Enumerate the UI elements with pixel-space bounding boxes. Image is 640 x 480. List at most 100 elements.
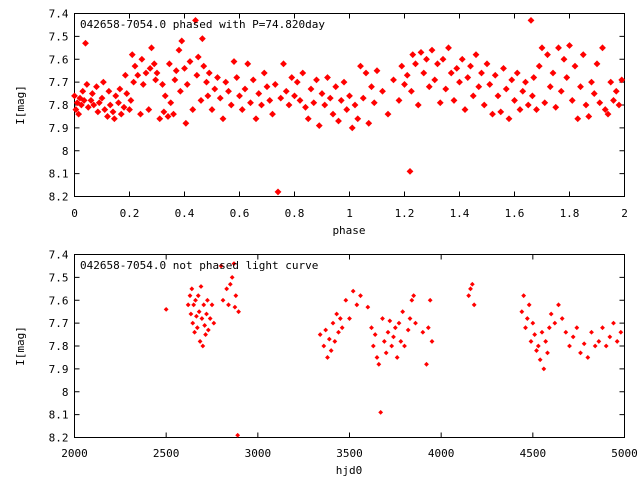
phased-data-point: [348, 124, 356, 132]
phased-data-point: [439, 55, 447, 63]
unphased-data-point: [391, 334, 396, 340]
unphased-data-point: [321, 343, 327, 349]
unphased-data-point: [405, 327, 411, 333]
unphased-data-point: [202, 323, 208, 328]
unphased-data-point: [201, 302, 207, 308]
unphased-x-tick-label: 3000: [245, 447, 272, 460]
phased-data-point: [615, 101, 623, 109]
phased-data-point: [233, 74, 241, 81]
phased-data-point: [84, 103, 92, 111]
unphased-data-point: [469, 281, 475, 287]
unphased-data-point: [229, 274, 235, 280]
phased-data-point: [134, 71, 142, 79]
phased-data-point: [175, 46, 183, 54]
unphased-data-point: [409, 297, 415, 303]
phased-data-point: [563, 74, 571, 81]
unphased-data-point: [524, 316, 530, 321]
phased-data-point: [153, 69, 161, 77]
phased-data-point: [414, 101, 422, 109]
unphased-data-point: [600, 325, 605, 331]
phased-data-point: [127, 97, 135, 104]
phased-data-point: [425, 83, 433, 91]
phased-data-point: [395, 97, 403, 104]
unphased-data-point: [205, 327, 211, 333]
phased-data-point: [71, 92, 78, 100]
phased-data-point: [420, 69, 428, 77]
unphased-data-point: [196, 309, 202, 315]
unphased-data-point: [199, 316, 205, 321]
phased-data-point: [401, 81, 408, 88]
unphased-data-point: [424, 361, 429, 367]
phased-data-point: [138, 55, 146, 63]
phased-data-point: [497, 108, 505, 116]
unphased-data-point: [585, 355, 591, 360]
phased-data-point: [428, 46, 436, 54]
phased-chart-title: 042658-7054.0 phased with P=74.820day: [80, 18, 325, 31]
phased-data-point: [293, 78, 301, 86]
phased-data-point: [384, 110, 392, 118]
unphased-data-point: [383, 350, 389, 356]
unphased-y-tick-label: 7.9: [49, 363, 69, 376]
phased-data-point: [533, 106, 540, 113]
phased-data-point: [302, 103, 309, 111]
phased-data-point: [607, 78, 615, 86]
phased-data-point: [370, 99, 378, 107]
phased-data-point: [458, 55, 466, 63]
unphased-data-point: [387, 318, 393, 324]
unphased-data-point: [207, 316, 213, 321]
phased-data-point: [160, 108, 168, 116]
phased-y-tick-label: 8.1: [49, 168, 69, 181]
phased-data-point: [178, 37, 186, 45]
phased-y-tick-label: 8.2: [49, 191, 69, 204]
unphased-data-point: [326, 336, 332, 342]
unphased-data-point: [365, 304, 371, 310]
unphased-data-point: [209, 302, 215, 308]
unphased-data-point: [163, 307, 169, 312]
phased-data-point: [346, 92, 353, 100]
phased-data-point: [326, 94, 334, 102]
unphased-data-point: [337, 316, 343, 321]
phased-data-point: [450, 97, 458, 104]
phased-data-point: [604, 110, 612, 118]
phased-data-point: [585, 113, 593, 120]
unphased-data-point: [231, 261, 237, 267]
phased-data-point: [222, 78, 230, 86]
phased-data-point: [105, 87, 113, 95]
phased-data-point: [577, 83, 584, 91]
phased-data-point: [258, 101, 265, 109]
phased-data-point: [407, 87, 415, 95]
unphased-data-point: [611, 320, 616, 326]
phased-data-point: [282, 87, 290, 95]
phased-data-point: [480, 101, 488, 109]
phased-data-point: [159, 81, 166, 88]
unphased-data-point: [574, 325, 580, 331]
phased-data-point: [469, 92, 477, 100]
unphased-data-point: [603, 343, 609, 349]
phased-data-point: [116, 85, 124, 93]
phased-y-tick-label: 7.8: [49, 99, 69, 112]
phased-data-point: [453, 65, 461, 72]
phased-data-point: [359, 94, 367, 102]
phased-x-tick-label: 0.2: [120, 207, 140, 220]
phased-data-point: [244, 60, 252, 68]
phased-data-point: [280, 60, 287, 68]
unphased-y-tick-label: 7.7: [49, 317, 69, 330]
unphased-data-point: [334, 311, 340, 317]
unphased-data-point: [197, 339, 203, 344]
unphased-y-ticks: 7.4 7.5 7.6 7.7 7.8 7.9 8 8.1 8.2: [49, 249, 625, 445]
unphased-data-point: [607, 334, 613, 340]
unphased-data-point: [235, 432, 241, 438]
phased-data-point: [126, 106, 133, 113]
phased-data-point: [590, 90, 598, 97]
unphased-data-point: [372, 332, 378, 337]
phased-data-point: [230, 58, 238, 65]
phased-data-point: [519, 87, 527, 95]
unphased-data-point: [385, 329, 391, 335]
unphased-data-point: [189, 286, 195, 292]
phased-x-tick-label: 1.2: [395, 207, 415, 220]
unphased-data-point: [370, 343, 376, 349]
phased-data-point: [568, 97, 576, 104]
phased-data-point: [398, 62, 406, 70]
unphased-x-tick-label: 2500: [153, 447, 180, 460]
